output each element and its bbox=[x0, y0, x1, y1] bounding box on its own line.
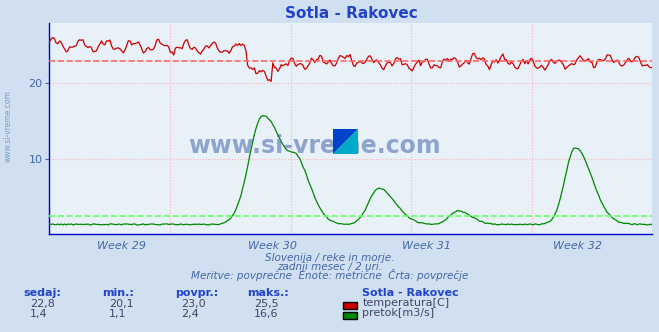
Text: maks.:: maks.: bbox=[247, 289, 289, 298]
Text: Sotla - Rakovec: Sotla - Rakovec bbox=[362, 289, 459, 298]
Text: www.si-vreme.com: www.si-vreme.com bbox=[188, 133, 441, 157]
Text: pretok[m3/s]: pretok[m3/s] bbox=[362, 308, 434, 318]
Title: Sotla - Rakovec: Sotla - Rakovec bbox=[285, 6, 417, 21]
Text: 1,1: 1,1 bbox=[109, 309, 127, 319]
Text: 25,5: 25,5 bbox=[254, 299, 278, 309]
Text: Meritve: povprečne  Enote: metrične  Črta: povprečje: Meritve: povprečne Enote: metrične Črta:… bbox=[191, 269, 468, 281]
Text: sedaj:: sedaj: bbox=[23, 289, 61, 298]
Text: Slovenija / reke in morje.: Slovenija / reke in morje. bbox=[265, 253, 394, 263]
Text: 20,1: 20,1 bbox=[109, 299, 133, 309]
Text: 1,4: 1,4 bbox=[30, 309, 47, 319]
Text: Week 30: Week 30 bbox=[248, 241, 297, 251]
Polygon shape bbox=[333, 129, 358, 154]
Text: 16,6: 16,6 bbox=[254, 309, 278, 319]
Text: min.:: min.: bbox=[102, 289, 134, 298]
Text: Week 31: Week 31 bbox=[402, 241, 451, 251]
Text: povpr.:: povpr.: bbox=[175, 289, 218, 298]
Text: www.si-vreme.com: www.si-vreme.com bbox=[3, 90, 13, 162]
Polygon shape bbox=[333, 129, 358, 154]
Text: 23,0: 23,0 bbox=[181, 299, 206, 309]
Polygon shape bbox=[333, 129, 358, 154]
Text: zadnji mesec / 2 uri.: zadnji mesec / 2 uri. bbox=[277, 262, 382, 272]
Text: temperatura[C]: temperatura[C] bbox=[362, 298, 449, 308]
Text: 2,4: 2,4 bbox=[181, 309, 199, 319]
Text: Week 32: Week 32 bbox=[552, 241, 602, 251]
Text: 22,8: 22,8 bbox=[30, 299, 55, 309]
Text: Week 29: Week 29 bbox=[98, 241, 146, 251]
